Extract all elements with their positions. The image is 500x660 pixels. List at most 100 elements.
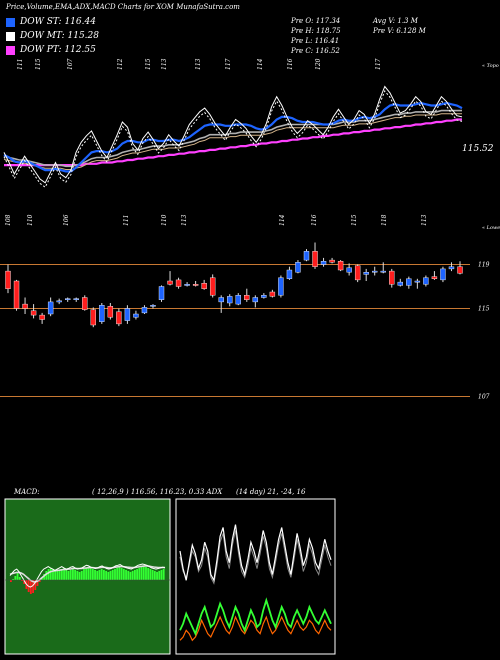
candle-body	[286, 269, 293, 280]
macd-hist-bar	[80, 571, 83, 580]
macd-hist-bar	[114, 569, 116, 580]
candle-body	[13, 280, 20, 309]
candle-body	[312, 251, 318, 267]
top-label: 113	[161, 58, 168, 70]
macd-hist-bar	[83, 569, 85, 580]
legend-dow-mt: DOW MT: 115.28	[6, 31, 99, 41]
macd-hist-bar	[34, 580, 37, 590]
candle-body	[329, 259, 335, 263]
candle-body	[244, 295, 250, 300]
candle-body	[209, 277, 216, 296]
macd-hist-bar	[162, 569, 165, 580]
macd-hist-bar	[156, 572, 158, 580]
lowes-label: « Lowes	[482, 225, 500, 231]
macd-hist-bar	[151, 570, 154, 580]
macd-hist-bar	[131, 571, 134, 580]
macd-hist-bar	[134, 570, 136, 580]
top-label: 111	[17, 59, 24, 70]
macd-hist-bar	[60, 569, 63, 580]
macd-hist-bar	[52, 569, 54, 580]
candle-body	[448, 266, 455, 270]
bottom-label: 115	[351, 214, 358, 226]
top-label: 114	[257, 58, 264, 70]
ref-label-107: 107	[478, 394, 490, 401]
macd-hist-bar	[122, 569, 125, 580]
macd-label: MACD:	[13, 488, 40, 496]
chart-title: Price,Volume,EMA,ADX,MACD Charts for XOM…	[6, 3, 240, 11]
candle-body	[133, 313, 139, 318]
macd-hist-bar	[96, 571, 99, 580]
macd-hist-bar	[103, 570, 105, 580]
macd-hist-bar	[21, 580, 23, 581]
top-label: 120	[315, 58, 322, 70]
adx-frame	[175, 498, 336, 655]
macd-hist-bar	[72, 569, 74, 580]
macd-hist-bar	[32, 580, 34, 593]
bottom-label: 113	[421, 214, 428, 226]
candle-body	[457, 266, 463, 274]
macd-hist-bar	[74, 570, 77, 580]
bottom-label: 114	[279, 214, 286, 226]
macd-hist-bar	[129, 572, 132, 580]
candle-body	[116, 311, 122, 325]
candle-body	[397, 281, 404, 286]
legend-label-st: DOW ST: 116.44	[20, 17, 96, 27]
candle-body	[372, 270, 378, 273]
macd-hist-bar	[12, 579, 15, 580]
macd-hist-bar	[65, 570, 68, 580]
candle-body	[423, 277, 429, 285]
prev-high: Pre H: 118.75	[291, 27, 341, 35]
prev-open: Pre O: 117.34	[291, 17, 341, 25]
macd-hist-bar	[116, 568, 119, 580]
candle-body	[320, 261, 327, 265]
candle-body	[406, 278, 412, 286]
candle-body	[99, 305, 105, 322]
avg-volume: Avg V: 1.3 M	[373, 17, 418, 25]
macd-hist-bar	[58, 570, 61, 580]
candle-body	[30, 310, 37, 316]
candle-body	[227, 296, 233, 304]
macd-hist-bar	[118, 567, 121, 580]
ema-panel: 111 115 107 112 115 113 113 117 114 116 120 117 « To…	[3, 58, 500, 231]
macd-hist-bar	[142, 566, 145, 580]
macd-hist-bar	[111, 570, 114, 580]
ref-label-119: 119	[478, 262, 490, 269]
candle-body	[82, 297, 88, 310]
macd-hist-bar	[89, 568, 92, 580]
macd-hist-bar	[107, 572, 110, 580]
legend-label-pt: DOW PT: 112.55	[20, 45, 96, 55]
candle-body	[252, 297, 259, 303]
macd-hist-bar	[136, 569, 139, 580]
macd-params: ( 12,26,9 ) 116.56, 116.23, 0.33 ADX	[92, 488, 223, 496]
macd-hist-bar	[158, 571, 161, 580]
candle-body	[440, 268, 446, 281]
top-label: 112	[117, 58, 124, 70]
candle-body	[303, 251, 310, 261]
candle-body	[90, 309, 96, 326]
candle-body	[235, 295, 241, 305]
price-dotted-line	[3, 90, 463, 188]
candle-body	[141, 307, 148, 314]
top-label: 115	[145, 58, 152, 70]
macd-hist-bar	[153, 571, 156, 580]
top-label: 115	[35, 58, 42, 70]
candle-body	[175, 279, 182, 287]
macd-hist-bar	[45, 571, 48, 580]
macd-hist-bar	[36, 580, 39, 586]
ema-slow-line	[4, 118, 462, 167]
bottom-label: 118	[381, 214, 388, 226]
candle-body	[363, 272, 369, 275]
macd-hist-bar	[67, 571, 70, 580]
legend-swatch-mt	[6, 31, 15, 41]
macd-hist-bar	[47, 569, 50, 580]
candle-body	[201, 283, 207, 289]
legend-dow-st: DOW ST: 116.44	[6, 17, 96, 27]
macd-hist-bar	[149, 569, 152, 580]
macd-hist-bar	[56, 571, 59, 580]
macd-hist-bar	[109, 571, 112, 580]
macd-hist-bar	[145, 567, 147, 580]
macd-hist-bar	[138, 568, 141, 580]
candle-body	[39, 314, 45, 320]
macd-hist-bar	[10, 580, 12, 582]
plus-di-line	[179, 597, 332, 637]
